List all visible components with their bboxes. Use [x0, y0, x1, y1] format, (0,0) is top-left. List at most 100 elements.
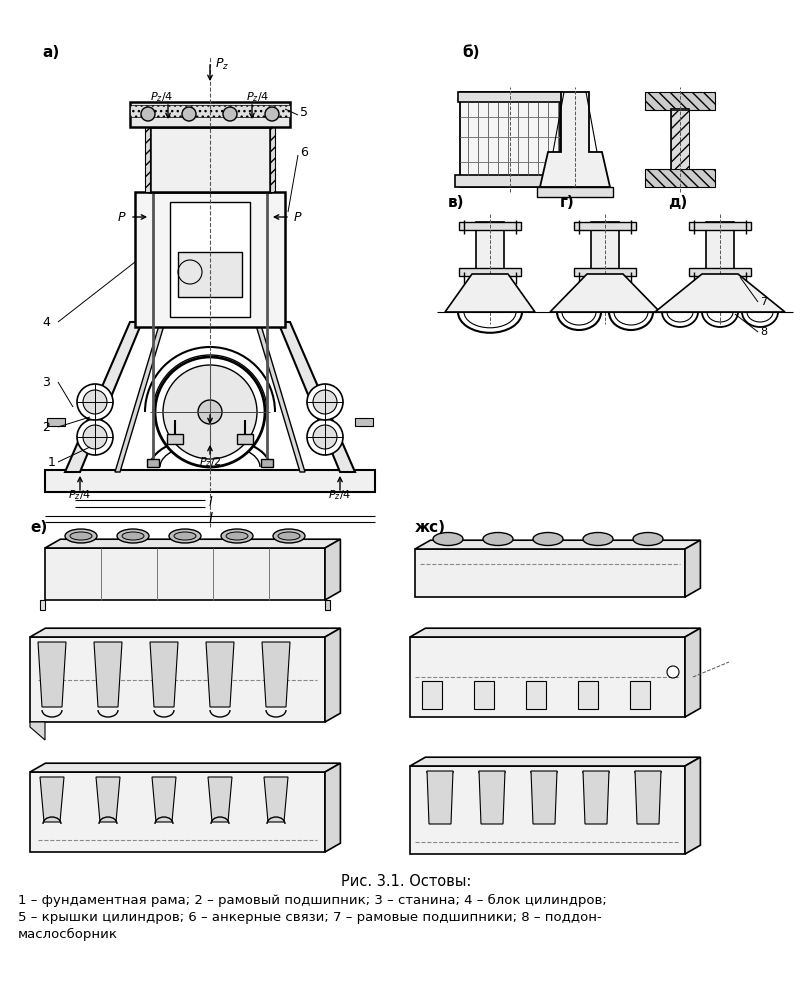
- Bar: [536, 187, 612, 197]
- Polygon shape: [130, 105, 290, 117]
- Text: д): д): [667, 194, 686, 209]
- Circle shape: [312, 425, 337, 449]
- Text: в): в): [448, 194, 464, 209]
- Polygon shape: [65, 322, 142, 472]
- Ellipse shape: [633, 532, 663, 545]
- Text: 2: 2: [42, 420, 49, 433]
- Bar: [178, 252, 242, 297]
- Polygon shape: [115, 322, 165, 472]
- Bar: [237, 434, 253, 444]
- Bar: [45, 470, 375, 492]
- Polygon shape: [30, 637, 324, 722]
- Text: 1 – фундаментная рама; 2 – рамовый подшипник; 3 – станина; 4 – блок цилиндров;: 1 – фундаментная рама; 2 – рамовый подши…: [18, 894, 606, 906]
- Bar: [457, 92, 561, 102]
- Polygon shape: [30, 722, 45, 740]
- Polygon shape: [582, 771, 608, 824]
- Text: а): а): [42, 44, 59, 60]
- Polygon shape: [414, 549, 684, 597]
- Polygon shape: [444, 274, 534, 312]
- Circle shape: [155, 357, 264, 467]
- Text: 4: 4: [42, 315, 49, 329]
- Bar: [573, 222, 635, 230]
- Polygon shape: [539, 92, 609, 187]
- Bar: [135, 192, 285, 327]
- Polygon shape: [324, 628, 340, 722]
- Bar: [167, 434, 182, 444]
- Polygon shape: [30, 772, 324, 852]
- Text: $P_z/4$: $P_z/4$: [150, 90, 174, 104]
- Text: г): г): [560, 194, 574, 209]
- Bar: [458, 268, 521, 276]
- Text: $P_z/4$: $P_z/4$: [68, 488, 92, 502]
- Polygon shape: [670, 110, 689, 169]
- Bar: [130, 102, 290, 127]
- Polygon shape: [414, 540, 700, 549]
- Bar: [146, 104, 160, 112]
- Bar: [354, 418, 372, 426]
- Circle shape: [83, 425, 107, 449]
- Bar: [460, 92, 560, 187]
- Polygon shape: [255, 322, 305, 472]
- Bar: [47, 418, 65, 426]
- Polygon shape: [324, 539, 340, 600]
- Polygon shape: [684, 628, 700, 717]
- Polygon shape: [410, 766, 684, 854]
- Text: $P$: $P$: [293, 210, 303, 224]
- Ellipse shape: [65, 529, 97, 543]
- Text: 5: 5: [299, 105, 307, 119]
- Bar: [454, 175, 564, 187]
- Circle shape: [198, 400, 221, 424]
- Bar: [147, 459, 159, 467]
- Bar: [577, 681, 597, 709]
- Circle shape: [307, 384, 342, 420]
- Text: б): б): [461, 44, 479, 60]
- Text: маслосборник: маслосборник: [18, 927, 118, 941]
- Polygon shape: [264, 777, 288, 822]
- Ellipse shape: [272, 529, 305, 543]
- Bar: [260, 109, 273, 117]
- Polygon shape: [549, 274, 659, 312]
- Bar: [422, 681, 441, 709]
- Polygon shape: [94, 642, 122, 707]
- Polygon shape: [30, 763, 340, 772]
- Polygon shape: [96, 777, 120, 822]
- Polygon shape: [410, 628, 700, 637]
- Circle shape: [223, 107, 237, 121]
- Circle shape: [666, 666, 678, 678]
- Polygon shape: [206, 642, 234, 707]
- Polygon shape: [152, 777, 176, 822]
- Bar: [146, 109, 160, 117]
- Polygon shape: [324, 600, 329, 610]
- Polygon shape: [634, 771, 660, 824]
- Text: $P_z/4$: $P_z/4$: [246, 90, 269, 104]
- Circle shape: [77, 419, 113, 455]
- Polygon shape: [644, 169, 714, 187]
- Text: 7: 7: [759, 297, 766, 307]
- Text: $P_z/4$: $P_z/4$: [328, 488, 351, 502]
- Bar: [689, 268, 750, 276]
- Circle shape: [312, 390, 337, 414]
- Polygon shape: [478, 771, 504, 824]
- Ellipse shape: [582, 532, 612, 545]
- Polygon shape: [262, 642, 290, 707]
- Ellipse shape: [277, 532, 299, 540]
- Text: 1: 1: [48, 456, 56, 468]
- Ellipse shape: [122, 532, 144, 540]
- Ellipse shape: [432, 532, 462, 545]
- Polygon shape: [654, 274, 784, 312]
- Bar: [474, 681, 493, 709]
- Text: 8: 8: [759, 327, 766, 337]
- Polygon shape: [40, 777, 64, 822]
- Circle shape: [163, 365, 257, 459]
- Bar: [260, 104, 273, 112]
- Polygon shape: [270, 117, 275, 192]
- Text: 3: 3: [42, 375, 49, 389]
- Bar: [590, 222, 618, 274]
- Polygon shape: [150, 642, 178, 707]
- Text: $P_z/2$: $P_z/2$: [199, 455, 221, 468]
- Polygon shape: [684, 540, 700, 597]
- Text: жс): жс): [414, 519, 445, 534]
- Polygon shape: [684, 757, 700, 854]
- Text: $P$: $P$: [118, 210, 127, 224]
- Circle shape: [141, 107, 155, 121]
